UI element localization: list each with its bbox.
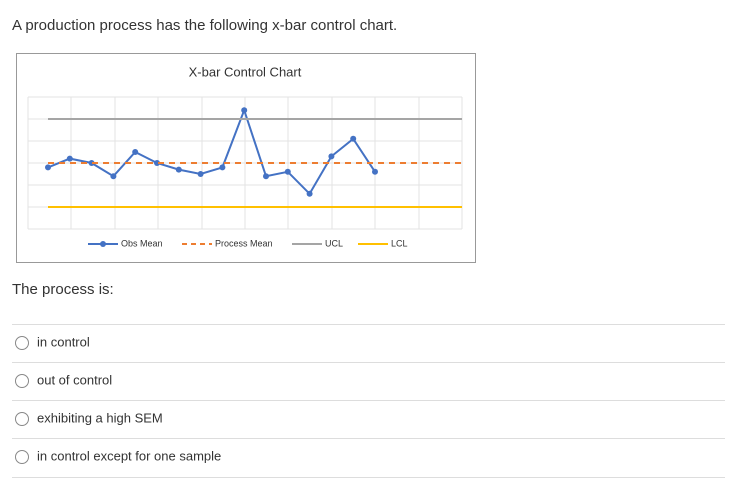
obs-point bbox=[45, 164, 51, 171]
obs-point bbox=[132, 149, 139, 155]
radio[interactable] bbox=[15, 450, 29, 464]
obs-point bbox=[219, 164, 226, 171]
obs-point bbox=[154, 160, 160, 166]
option-label[interactable]: in control bbox=[37, 334, 90, 349]
radio[interactable] bbox=[15, 412, 29, 426]
legend-label: LCL bbox=[391, 238, 408, 248]
option-label[interactable]: out of control bbox=[37, 372, 112, 387]
legend-dot bbox=[100, 241, 106, 247]
obs-point bbox=[263, 173, 269, 180]
question-intro: A production process has the following x… bbox=[12, 17, 397, 34]
legend-label: UCL bbox=[325, 238, 343, 248]
legend-label: Process Mean bbox=[215, 238, 273, 248]
obs-point bbox=[66, 155, 73, 162]
obs-point bbox=[241, 107, 248, 114]
option-label[interactable]: exhibiting a high SEM bbox=[37, 410, 163, 425]
obs-point bbox=[110, 173, 117, 180]
obs-point bbox=[88, 160, 95, 166]
obs-point bbox=[372, 168, 378, 175]
obs-point bbox=[328, 153, 335, 160]
radio[interactable] bbox=[15, 336, 29, 350]
legend-label: Obs Mean bbox=[121, 238, 163, 248]
question-prompt: The process is: bbox=[12, 281, 114, 298]
obs-point bbox=[350, 135, 357, 142]
obs-point bbox=[306, 190, 313, 197]
chart-frame bbox=[16, 53, 476, 263]
radio[interactable] bbox=[15, 374, 29, 388]
obs-line bbox=[47, 107, 376, 196]
obs-point bbox=[175, 166, 182, 173]
obs-point bbox=[284, 168, 291, 175]
chart-title: X-bar Control Chart bbox=[189, 64, 302, 79]
obs-point bbox=[197, 171, 204, 177]
option-label[interactable]: in control except for one sample bbox=[37, 448, 221, 463]
